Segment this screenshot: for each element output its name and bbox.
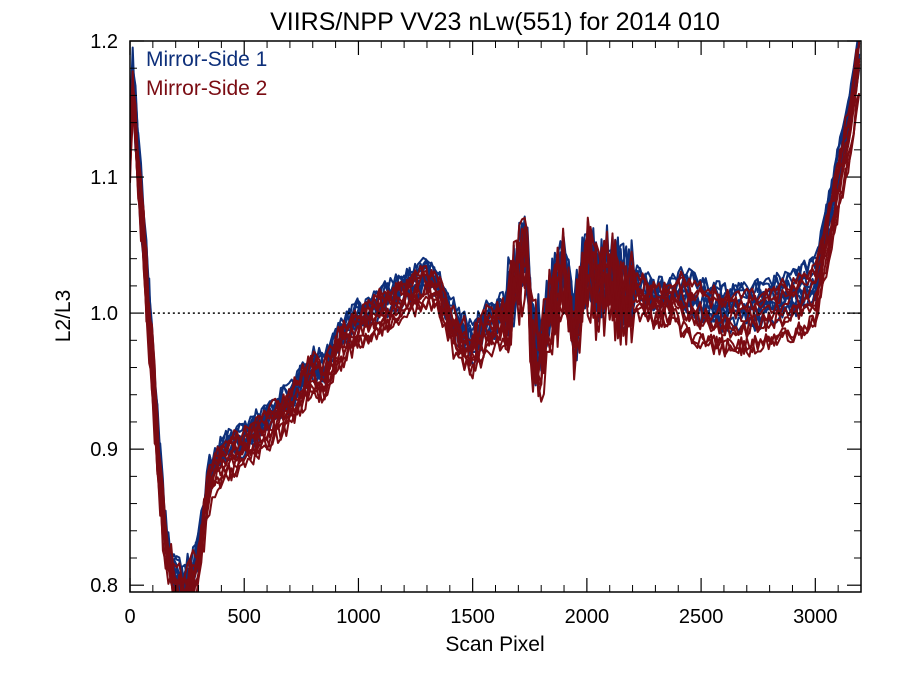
x-tick-label: 1500 (450, 606, 495, 628)
y-tick-label: 0.9 (90, 439, 118, 461)
series-line-2 (130, 93, 861, 592)
ticks-layer: 0 500 1000 1500 2000 2500 3000 0.8 0.9 1.0 1.1 1.2 (90, 31, 861, 628)
x-tick-label: 3000 (793, 606, 838, 628)
x-tick-label: 0 (124, 606, 135, 628)
series-line-2 (130, 65, 861, 592)
y-tick-label: 1.0 (90, 303, 118, 325)
x-tick-label: 500 (228, 606, 261, 628)
y-axis-title: L2/L3 (52, 290, 75, 343)
y-tick-label: 1.1 (90, 167, 118, 189)
x-axis-title: Scan Pixel (445, 633, 544, 656)
x-tick-label: 1000 (336, 606, 381, 628)
series-line-2 (130, 42, 861, 592)
x-tick-label: 2000 (565, 606, 610, 628)
chart-title: VIIRS/NPP VV23 nLw(551) for 2014 010 (270, 8, 720, 36)
series-layer (130, 41, 861, 592)
y-tick-label: 1.2 (90, 31, 118, 53)
y-tick-label: 0.8 (90, 575, 118, 597)
legend-mirror-side-2: Mirror-Side 2 (146, 77, 267, 100)
legend-mirror-side-1: Mirror-Side 1 (146, 48, 267, 71)
series-line-2 (130, 81, 861, 592)
series-line-2 (130, 47, 860, 592)
x-tick-label: 2500 (679, 606, 724, 628)
